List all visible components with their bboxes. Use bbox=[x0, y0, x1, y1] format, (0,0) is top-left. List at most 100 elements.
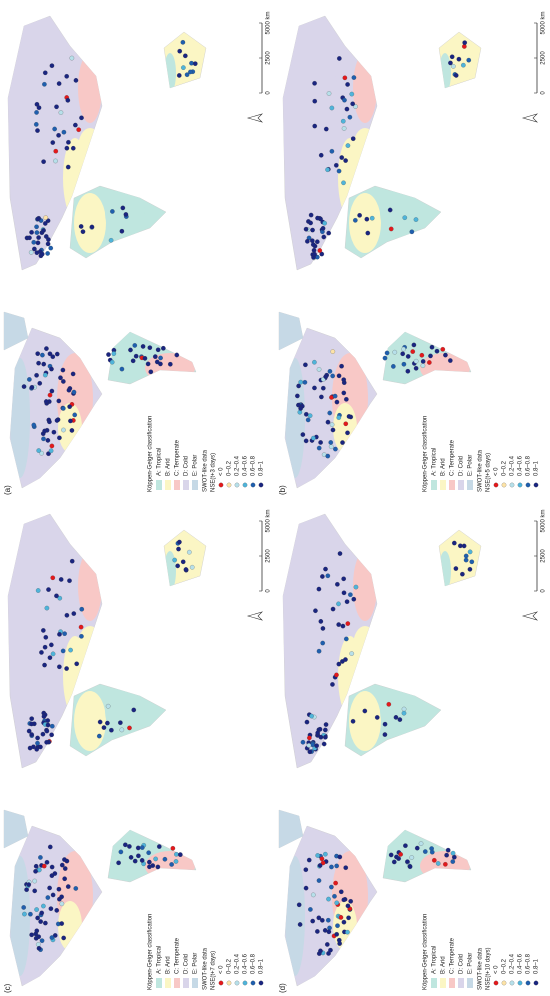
station bbox=[461, 543, 467, 549]
scale-label: 0 bbox=[541, 589, 547, 593]
station bbox=[41, 863, 47, 869]
station bbox=[35, 351, 41, 356]
station bbox=[316, 445, 322, 451]
legend-swatch bbox=[431, 978, 437, 988]
station bbox=[347, 114, 353, 120]
station bbox=[76, 127, 81, 133]
legend-swatch bbox=[183, 480, 189, 490]
north-arrow bbox=[521, 611, 539, 621]
climate-zone bbox=[283, 16, 338, 228]
legend-dot bbox=[525, 980, 531, 986]
station bbox=[158, 361, 163, 367]
panel-label: (b) bbox=[278, 485, 287, 495]
station bbox=[303, 362, 308, 368]
station bbox=[38, 919, 43, 924]
station bbox=[318, 734, 324, 740]
legend-dot bbox=[234, 482, 240, 488]
station bbox=[314, 743, 319, 749]
station bbox=[448, 358, 453, 363]
legend-title: Köppen-Geiger classification bbox=[423, 914, 429, 990]
station bbox=[111, 351, 117, 356]
station bbox=[61, 427, 66, 433]
station bbox=[413, 217, 419, 222]
station bbox=[49, 732, 54, 738]
station bbox=[39, 910, 45, 916]
station bbox=[32, 878, 37, 884]
station bbox=[39, 450, 44, 456]
station bbox=[349, 91, 355, 97]
legend-label: 0.6–0.8 bbox=[251, 455, 257, 476]
station bbox=[29, 385, 35, 390]
station bbox=[127, 844, 132, 849]
station bbox=[405, 354, 411, 359]
legend-swatch bbox=[449, 978, 455, 988]
station bbox=[364, 216, 370, 222]
legend-label: 0.2–0.4 bbox=[510, 455, 516, 476]
station bbox=[176, 73, 182, 78]
legend-swatch bbox=[458, 480, 464, 490]
station bbox=[42, 644, 48, 650]
station bbox=[341, 897, 347, 903]
station bbox=[365, 230, 371, 236]
station bbox=[33, 863, 39, 869]
legend-title: SWOT-like data bbox=[478, 947, 484, 990]
station bbox=[41, 159, 46, 164]
station bbox=[31, 744, 36, 750]
station bbox=[168, 361, 173, 367]
station bbox=[101, 725, 107, 730]
station bbox=[453, 73, 459, 78]
station bbox=[309, 713, 314, 719]
station bbox=[411, 342, 417, 348]
station bbox=[31, 240, 37, 245]
station bbox=[34, 224, 39, 230]
station bbox=[316, 367, 322, 372]
station bbox=[419, 352, 425, 358]
station bbox=[434, 348, 440, 354]
legend-dot bbox=[533, 482, 539, 488]
station bbox=[28, 911, 33, 917]
station bbox=[343, 158, 348, 163]
station bbox=[403, 843, 408, 849]
station bbox=[60, 367, 66, 373]
station bbox=[302, 379, 308, 385]
legend-swatch bbox=[165, 978, 171, 988]
legend-swatch bbox=[156, 978, 162, 988]
station bbox=[35, 942, 41, 947]
station bbox=[382, 721, 388, 727]
station bbox=[184, 72, 190, 77]
station bbox=[332, 893, 337, 899]
legend-label: E: Polar bbox=[468, 455, 474, 476]
station bbox=[320, 640, 326, 646]
climate-zone bbox=[8, 514, 63, 726]
station bbox=[341, 576, 346, 582]
station bbox=[325, 917, 331, 923]
station bbox=[346, 414, 352, 419]
station bbox=[310, 918, 315, 924]
station bbox=[460, 571, 465, 577]
station bbox=[333, 446, 338, 452]
legend-label: 0.4–0.6 bbox=[243, 455, 249, 476]
station bbox=[155, 864, 161, 870]
station bbox=[37, 380, 43, 386]
legend-subtitle: NSE(t+5 days) bbox=[486, 453, 492, 492]
legend-label: C: Temperate bbox=[175, 439, 181, 476]
station bbox=[315, 215, 320, 221]
station bbox=[316, 878, 322, 883]
legend-label: 0.8–1 bbox=[259, 460, 265, 476]
station bbox=[74, 661, 79, 667]
station bbox=[401, 361, 407, 367]
station bbox=[180, 40, 186, 45]
legend-label: 0–0.2 bbox=[227, 460, 233, 476]
station bbox=[330, 427, 336, 433]
station bbox=[318, 440, 323, 445]
station bbox=[139, 858, 145, 863]
station bbox=[45, 251, 50, 256]
station bbox=[296, 402, 301, 408]
legend-dot bbox=[517, 980, 523, 986]
station bbox=[467, 549, 473, 555]
station bbox=[50, 140, 56, 145]
legend-label: 0.4–0.6 bbox=[518, 953, 524, 974]
station bbox=[386, 702, 392, 707]
station bbox=[109, 727, 114, 733]
station bbox=[29, 230, 34, 235]
